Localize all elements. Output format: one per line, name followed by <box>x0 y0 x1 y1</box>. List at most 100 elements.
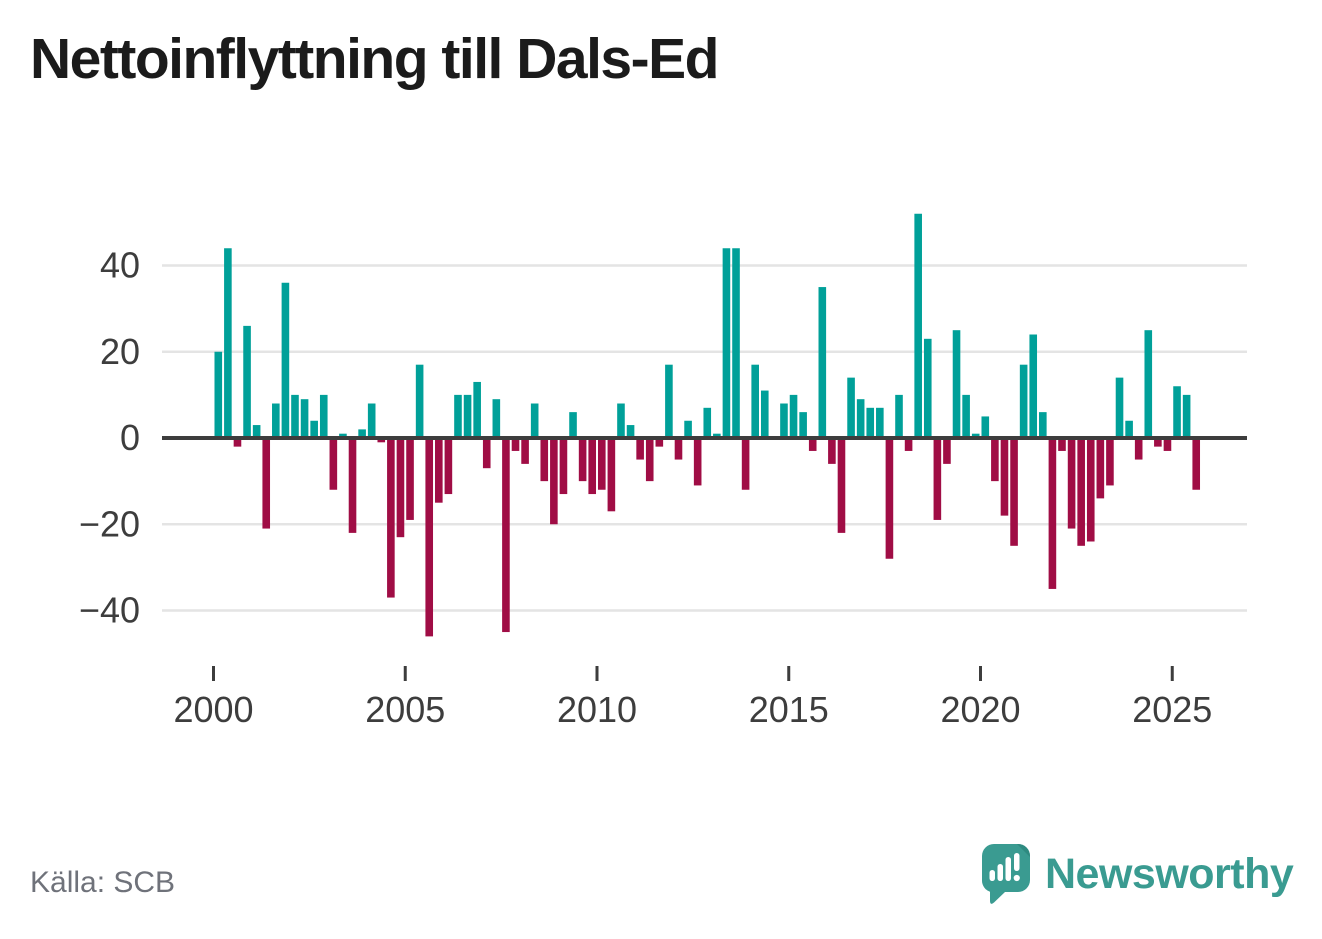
bar-2015-q4 <box>818 287 827 438</box>
bar-2005-q2 <box>415 364 424 438</box>
bar-2017-q3 <box>885 438 894 559</box>
bar-2011-q2 <box>645 438 654 482</box>
bar-2002-q3 <box>310 420 318 438</box>
bar-2024-q1 <box>1134 438 1143 460</box>
bar-2011-q1 <box>636 438 644 460</box>
bar-2004-q4 <box>396 438 405 538</box>
bar-2014-q2 <box>760 390 769 438</box>
bar-2006-q2 <box>454 394 462 439</box>
bar-2024-q2 <box>1144 330 1153 438</box>
bar-2021-q1 <box>1019 364 1028 438</box>
bar-2006-q1 <box>444 438 453 495</box>
bar-2016-q2 <box>837 438 846 533</box>
bar-2012-q2 <box>684 420 692 438</box>
bar-2020-q1 <box>981 416 990 438</box>
bar-2002-q4 <box>319 394 328 439</box>
bar-2018-q2 <box>914 213 922 438</box>
bar-2016-q4 <box>856 399 865 438</box>
bar-2022-q3 <box>1077 438 1085 546</box>
bar-2010-q2 <box>607 438 616 512</box>
bar-2015-q1 <box>789 394 798 439</box>
bar-2002-q1 <box>291 394 299 439</box>
bar-2007-q3 <box>502 438 510 633</box>
bar-2009-q1 <box>559 438 568 495</box>
page-title: Nettoinflyttning till Dals-Ed <box>30 27 719 91</box>
bar-2021-q3 <box>1039 412 1047 439</box>
bar-2006-q3 <box>463 394 472 439</box>
source-note: Källa: SCB <box>30 866 176 899</box>
bar-2003-q2 <box>339 433 347 438</box>
y-axis-label: 0 <box>120 417 140 458</box>
bar-2004-q3 <box>387 438 395 598</box>
bar-2014-q4 <box>780 403 788 438</box>
bar-2013-q3 <box>732 248 740 438</box>
x-axis-label: 2000 <box>173 689 253 730</box>
bar-2013-q4 <box>741 438 750 490</box>
bar-2013-q2 <box>722 248 731 438</box>
bar-2003-q3 <box>348 438 357 533</box>
y-axis-label: 40 <box>100 245 140 286</box>
y-axis-label: 20 <box>100 331 140 372</box>
bar-2020-q4 <box>1010 438 1018 546</box>
bar-2015-q3 <box>808 438 817 451</box>
bar-2008-q3 <box>540 438 549 482</box>
bar-2019-q3 <box>962 394 970 439</box>
x-axis-label: 2015 <box>749 689 829 730</box>
bar-2008-q1 <box>521 438 529 464</box>
x-axis-label: 2010 <box>557 689 637 730</box>
bar-2001-q1 <box>252 425 261 438</box>
bar-2018-q1 <box>904 438 913 451</box>
bar-2007-q1 <box>482 438 491 469</box>
bar-2009-q4 <box>588 438 597 495</box>
bar-2008-q2 <box>530 403 539 438</box>
x-axis-label: 2005 <box>365 689 445 730</box>
bar-2020-q2 <box>991 438 999 482</box>
bar-2007-q4 <box>511 438 520 451</box>
bar-2023-q1 <box>1096 438 1105 499</box>
bar-2001-q4 <box>281 282 290 438</box>
bar-2000-q3 <box>233 438 242 447</box>
bar-2019-q4 <box>971 433 980 438</box>
bar-2005-q3 <box>425 438 434 637</box>
bar-2001-q2 <box>262 438 271 529</box>
bar-2018-q3 <box>923 338 932 438</box>
bar-2004-q2 <box>377 438 386 443</box>
bar-2023-q2 <box>1106 438 1114 486</box>
bar-2006-q4 <box>473 381 481 438</box>
bar-2016-q3 <box>847 377 855 439</box>
bar-2014-q1 <box>751 364 759 438</box>
bar-2000-q2 <box>224 248 232 438</box>
bar-2001-q3 <box>272 403 280 438</box>
bar-2017-q2 <box>876 407 884 438</box>
bar-2024-q3 <box>1154 438 1162 447</box>
newsworthy-logo: Newsworthy <box>981 843 1294 906</box>
y-axis-label: −40 <box>79 590 140 631</box>
bar-2000-q4 <box>243 325 251 439</box>
bar-2022-q1 <box>1058 438 1066 451</box>
bar-2003-q1 <box>329 438 338 490</box>
bar-2024-q4 <box>1163 438 1172 451</box>
bar-2019-q1 <box>943 438 951 464</box>
bar-2017-q4 <box>895 394 903 439</box>
bar-2022-q2 <box>1067 438 1076 529</box>
bar-2003-q4 <box>358 429 366 439</box>
bar-2013-q1 <box>713 433 721 438</box>
bar-2012-q4 <box>703 407 712 438</box>
bar-2023-q3 <box>1115 377 1124 439</box>
bar-2022-q4 <box>1086 438 1095 542</box>
bar-2025-q1 <box>1173 386 1181 438</box>
bar-2017-q1 <box>866 407 875 438</box>
bar-2015-q2 <box>799 412 807 439</box>
bar-2011-q3 <box>655 438 664 447</box>
bar-2009-q2 <box>569 412 577 439</box>
bar-2012-q1 <box>674 438 683 460</box>
x-axis-label: 2025 <box>1132 689 1212 730</box>
bar-2010-q3 <box>617 403 625 438</box>
bar-2023-q4 <box>1125 420 1133 438</box>
bar-2025-q3 <box>1192 438 1201 490</box>
bar-2005-q1 <box>406 438 414 520</box>
bar-2007-q2 <box>492 399 501 438</box>
bar-2021-q2 <box>1029 334 1038 438</box>
y-axis-label: −20 <box>79 503 140 544</box>
